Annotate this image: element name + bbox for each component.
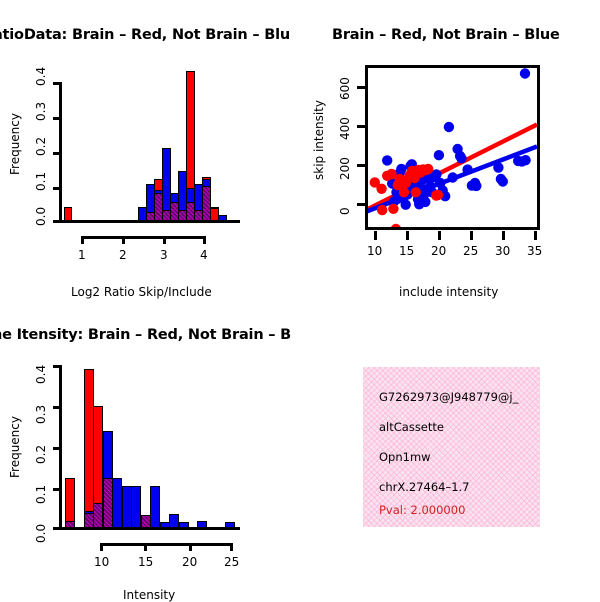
hist-ratio-xtick-2: 2 [119,248,127,262]
scatter-xtick-mark [438,231,441,240]
scatter-xtick-10: 10 [367,244,383,258]
scatter-xtick-30: 30 [495,244,511,258]
hist-ratio-ytick-mark [53,82,60,85]
info-line-gene-id: G7262973@J948779@j_ [379,390,519,404]
scatter-ytick-mark [357,125,365,128]
scatter-ytick-mark [357,203,365,206]
info-line-gene-symbol: Opn1mw [379,450,431,464]
scatter-xtick-15: 15 [399,244,415,258]
hist-ratio-ytick-mark [53,220,60,223]
bar-blue [131,486,141,530]
info-line-event-type: altCassette [379,420,444,434]
hist-ratio-xtick-mark [203,236,206,244]
gene-info-panel: G7262973@J948779@j_ altCassette Opn1mw c… [363,367,540,527]
hist-intensity-xtick-mark [100,543,103,551]
scatter-ylabel-text: skip intensity [312,100,326,180]
hist-ratio-xtick-mark [163,236,166,244]
scatter-xtick-mark [406,231,409,240]
hist-ratio-xtick-1: 1 [78,248,86,262]
panel-histogram-intensity: ne Itensity: Brain – Red, Not Brain – B … [0,300,300,602]
hist-ratio-ytick-mark [53,187,60,190]
bar-blue [112,478,122,530]
hist-ratio-plot-area [62,62,240,223]
scatter-xtick-25: 25 [463,244,479,258]
hist-intensity-xtick-15: 15 [138,555,154,569]
scatter-xtick-mark [502,231,505,240]
hist-intensity-plot-area [62,365,240,530]
hist-ratio-xtick-4: 4 [200,248,208,262]
hist-intensity-ytick-mark [53,488,60,491]
hist-intensity-xlabel: Intensity [123,588,176,602]
bar-blue [150,486,160,530]
hist-intensity-xtick-20: 20 [182,555,198,569]
bar-overlap [93,503,103,530]
scatter-xtick-20: 20 [431,244,447,258]
panel-scatter-intensity: Brain – Red, Not Brain – Blue skip inten… [312,27,560,299]
scatter-svg [368,68,537,227]
scatter-title: Brain – Red, Not Brain – Blue [332,27,560,43]
hist-ratio-ylabel-text: Frequency [8,113,22,175]
scatter-xlabel: include intensity [399,285,499,299]
hist-intensity-xtick-mark [144,543,147,551]
scatter-xtick-mark [374,231,377,240]
scatter-ytick-mark [357,164,365,167]
hist-ratio-xlabel: Log2 Ratio Skip/Include [71,285,212,299]
hist-intensity-xtick-10: 10 [94,555,110,569]
info-line-pval: Pval: 2.000000 [379,503,466,517]
hist-intensity-xtick-25: 25 [224,555,240,569]
hist-ratio-ytick-mark [53,152,60,155]
info-line-locus: chrX.27464–1.7 [379,480,470,494]
scatter-xtick-mark [534,231,537,240]
hist-intensity-ytick-mark [53,406,60,409]
hist-ratio-xtick-axis [81,236,206,239]
hist-ratio-x-axis [59,220,240,223]
scatter-xtick-mark [470,231,473,240]
hist-ratio-xtick-3: 3 [160,248,168,262]
hist-ratio-ytick-mark [53,117,60,120]
panel-histogram-ratio: RatioData: Brain – Red, Not Brain – Blu … [0,0,300,300]
hist-intensity-ylabel-text: Frequency [8,416,22,478]
hist-intensity-ytick-mark [53,365,60,368]
hist-intensity-xtick-mark [189,543,192,551]
hist-ratio-xtick-mark [81,236,84,244]
hist-intensity-xtick-axis [100,543,233,546]
scatter-ytick-mark [357,86,365,89]
scatter-xtick-35: 35 [527,244,543,258]
hist-intensity-ytick-mark [53,447,60,450]
hist-intensity-y-axis [59,365,62,530]
scatter-points-brain [369,163,444,227]
hist-intensity-xtick-mark [230,543,233,551]
hist-intensity-x-axis [59,527,240,530]
hist-ratio-title: RatioData: Brain – Red, Not Brain – Blu [0,27,291,43]
hist-ratio-y-axis [59,82,62,223]
scatter-plot-frame [365,65,540,230]
hist-intensity-title: ne Itensity: Brain – Red, Not Brain – B [0,327,292,343]
hist-ratio-xtick-mark [122,236,125,244]
hist-intensity-ytick-mark [53,527,60,530]
